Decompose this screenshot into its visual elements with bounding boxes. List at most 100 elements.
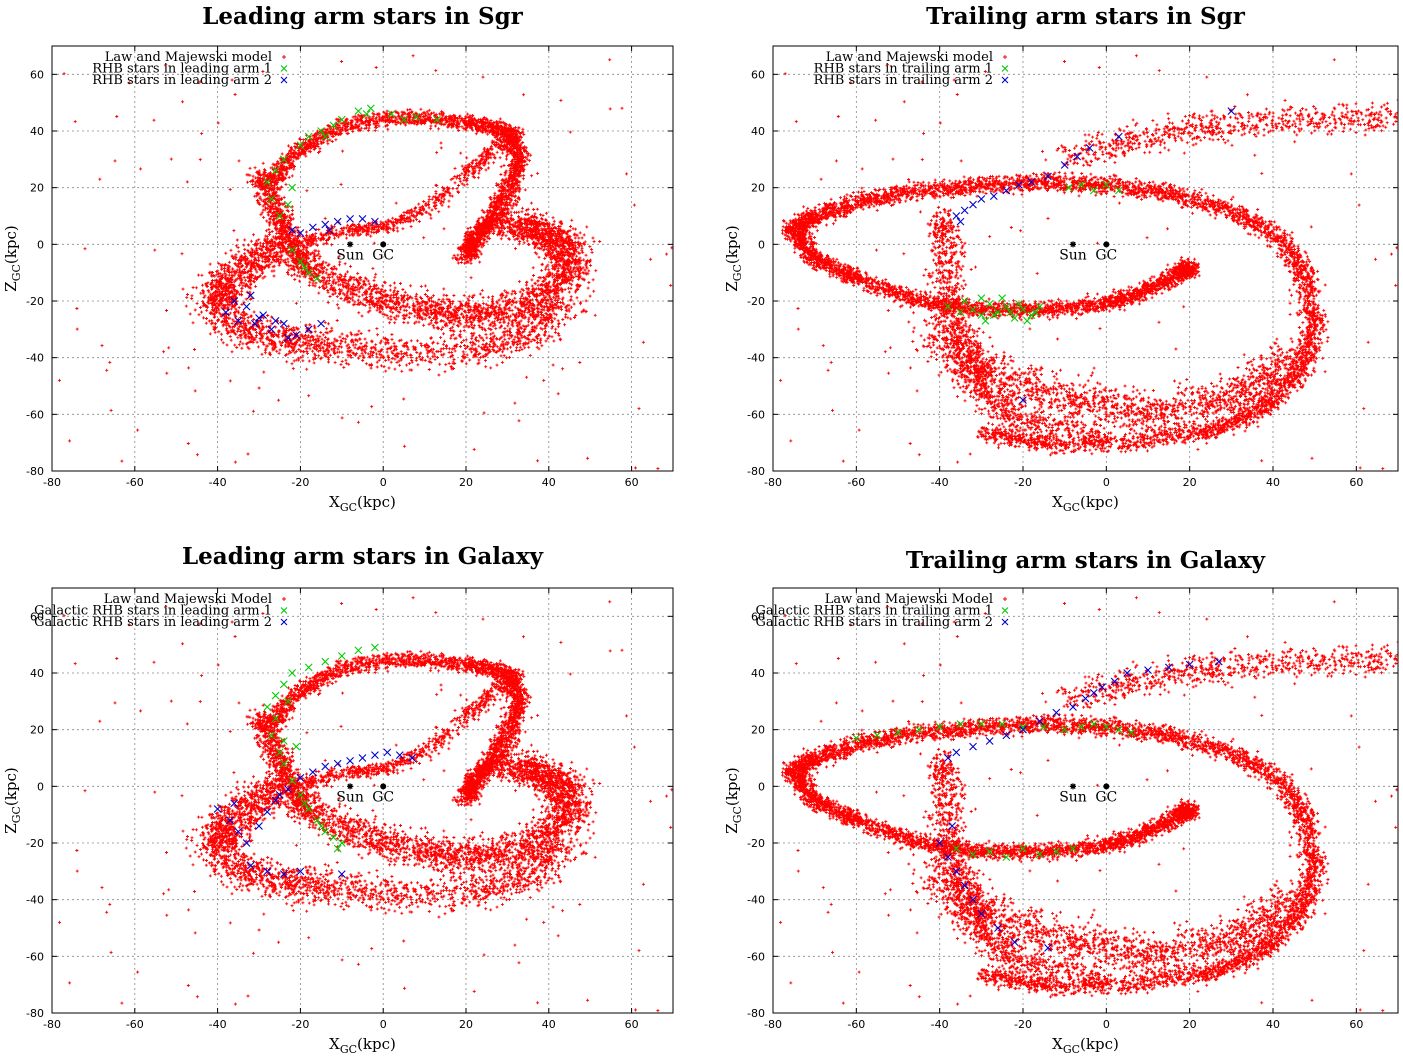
rhb-star-point xyxy=(1014,180,1023,189)
x-tick-label: 0 xyxy=(1103,1018,1110,1031)
rhb-star-point xyxy=(313,274,321,283)
rhb-star-point xyxy=(956,720,965,728)
sun-label: Sun xyxy=(336,247,364,263)
rhb-star-point xyxy=(960,881,969,890)
legend-marker xyxy=(280,607,288,614)
sun-label: Sun xyxy=(1059,789,1087,805)
rhb-star-point xyxy=(255,314,263,322)
legend-label: Law and Majewski model xyxy=(826,50,993,65)
x-tick-label: -20 xyxy=(291,476,309,489)
rhb-star-point xyxy=(433,115,441,124)
rhb-star-point xyxy=(346,214,354,223)
scatter-panel-4: Trailing arm stars in Galaxy Sun GC -80 -60 -… xyxy=(723,547,1399,1056)
x-tick-label: 0 xyxy=(1103,476,1110,489)
gc-marker xyxy=(1103,241,1110,248)
rhb-star-point xyxy=(333,217,342,226)
rhb-star-point xyxy=(221,308,230,317)
rhb-star-point xyxy=(333,844,342,853)
rhb-star-point xyxy=(300,263,309,271)
rhb-star-point xyxy=(371,643,379,652)
x-tick-label: -20 xyxy=(1014,1018,1032,1031)
gc-label: GC xyxy=(372,247,394,263)
y-tick-label: -60 xyxy=(26,950,44,963)
legend-marker xyxy=(1001,607,1009,614)
rhb-star-point xyxy=(985,847,994,856)
rhb-star-point xyxy=(969,200,977,209)
panel-title: Leading arm stars in Sgr xyxy=(202,3,523,30)
rhb-star-point xyxy=(226,816,234,825)
rhb-star-point xyxy=(304,132,313,141)
rhb-star-point xyxy=(977,195,986,203)
rhb-star-point xyxy=(1127,728,1136,737)
x-tick-label: -60 xyxy=(847,1018,865,1031)
rhb-star-point xyxy=(952,748,961,757)
rhb-star-point xyxy=(1035,302,1044,311)
x-tick-label: 40 xyxy=(1266,476,1280,489)
rhb-star-point xyxy=(1027,178,1036,186)
y-tick-label: 0 xyxy=(37,238,44,251)
rhb-star-point xyxy=(263,807,272,816)
rhb-star-point xyxy=(1102,180,1111,189)
x-axis-label: XGC(kpc) xyxy=(1052,1035,1119,1056)
rhb-star-point xyxy=(246,291,255,300)
rhb-star-point xyxy=(263,703,272,711)
rhb-star-point xyxy=(263,178,272,186)
rhb-star-point xyxy=(259,311,268,320)
series-1-markers xyxy=(944,180,1123,325)
gc-marker xyxy=(380,241,387,248)
rhb-star-point xyxy=(284,697,292,706)
rhb-star-point xyxy=(308,223,317,232)
rhb-star-point xyxy=(412,112,421,121)
rhb-star-point xyxy=(387,110,396,118)
y-tick-label: 20 xyxy=(751,724,765,737)
y-tick-label: -80 xyxy=(26,1007,44,1020)
rhb-star-point xyxy=(1031,308,1040,317)
x-tick-label: -20 xyxy=(1014,476,1032,489)
rhb-star-point xyxy=(873,731,882,740)
x-tick-label: 20 xyxy=(459,1018,473,1031)
rhb-star-point xyxy=(296,229,305,237)
y-tick-label: 60 xyxy=(30,610,44,623)
rhb-star-point xyxy=(1002,853,1011,862)
rhb-star-point xyxy=(1114,186,1123,195)
rhb-star-point xyxy=(981,316,990,325)
rhb-star-point xyxy=(1019,844,1027,853)
rhb-star-point xyxy=(935,839,944,847)
rhb-star-point xyxy=(292,742,301,751)
x-axis-label: XGC(kpc) xyxy=(329,493,396,514)
y-tick-label: 0 xyxy=(758,780,765,793)
rhb-star-point xyxy=(296,867,305,876)
sun-marker xyxy=(347,783,354,790)
legend-label: RHB stars in trailing arm 1 xyxy=(814,62,993,77)
rhb-star-point xyxy=(230,297,239,305)
legend-marker xyxy=(280,65,288,72)
rhb-star-point xyxy=(325,226,334,235)
series-2-markers xyxy=(221,214,379,342)
rhb-star-point xyxy=(935,722,944,731)
plot-area xyxy=(58,596,673,1013)
rhb-star-point xyxy=(1052,847,1061,856)
rhb-star-point xyxy=(275,748,284,757)
rhb-star-point xyxy=(1060,161,1069,169)
rhb-star-point xyxy=(275,212,284,220)
legend-label: RHB stars in leading arm 2 xyxy=(92,73,272,88)
rhb-star-point xyxy=(337,652,346,660)
gc-marker xyxy=(1103,783,1110,790)
y-tick-label: 20 xyxy=(30,182,44,195)
x-axis-label: XGC(kpc) xyxy=(1052,493,1119,514)
rhb-star-point xyxy=(321,762,330,771)
y-tick-label: -20 xyxy=(747,837,765,850)
rhb-star-point xyxy=(263,867,272,876)
rhb-star-point xyxy=(250,319,259,328)
rhb-star-point xyxy=(271,691,280,700)
rhb-star-point xyxy=(371,217,379,226)
x-tick-label: 40 xyxy=(542,476,556,489)
rhb-star-point xyxy=(1089,688,1098,697)
y-tick-label: -80 xyxy=(747,465,765,478)
y-tick-label: -20 xyxy=(26,837,44,850)
y-tick-label: 0 xyxy=(37,780,44,793)
